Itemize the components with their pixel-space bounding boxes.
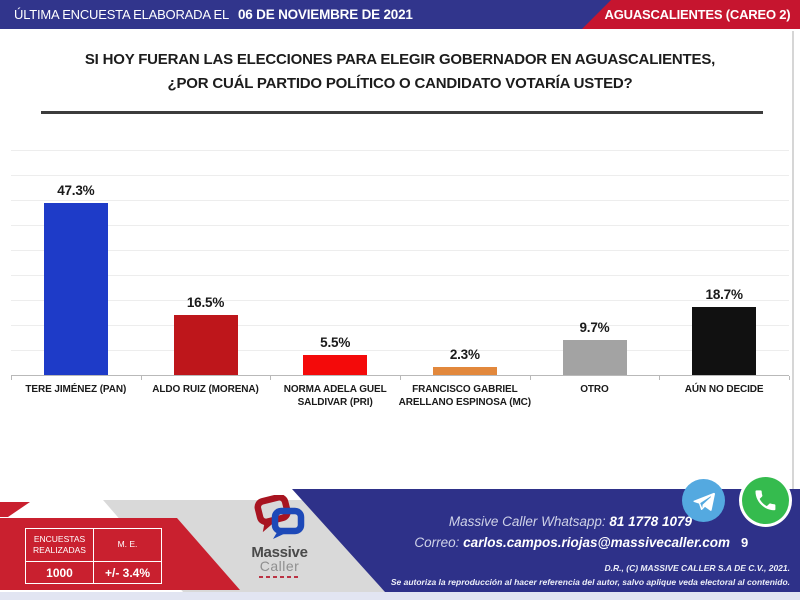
- axis-tick: [789, 376, 790, 380]
- bar-category-label: TERE JIMÉNEZ (PAN): [25, 384, 127, 395]
- bar-category-label: ALDO RUIZ (MORENA): [152, 384, 259, 395]
- gridline: [11, 225, 789, 226]
- logo-tagline: [258, 576, 301, 578]
- gridline: [11, 200, 789, 201]
- massive-caller-logo: Massive Caller: [232, 495, 327, 578]
- telegram-icon[interactable]: [682, 479, 725, 522]
- logo-text-caller: Caller: [259, 558, 300, 574]
- header-state-label: AGUASCALIENTES (CAREO 2): [604, 7, 791, 22]
- gridline: [11, 175, 789, 176]
- bar-category-label: AÚN NO DECIDE: [684, 384, 764, 395]
- footer-email-label: Correo:: [414, 535, 460, 550]
- header-bar: ÚLTIMA ENCUESTA ELABORADA EL 06 DE NOVIE…: [0, 0, 800, 29]
- page-edge-line: [792, 31, 794, 592]
- header-survey-date: ÚLTIMA ENCUESTA ELABORADA EL 06 DE NOVIE…: [14, 0, 413, 29]
- axis-tick: [529, 376, 531, 380]
- massive-caller-logo-icon: [254, 495, 304, 539]
- bar: [562, 340, 627, 375]
- axis-tick: [400, 376, 401, 380]
- gridline: [11, 325, 789, 326]
- footer-red-sliver: [0, 502, 30, 517]
- bar-value-label: 2.3%: [449, 347, 480, 362]
- whatsapp-icon[interactable]: [739, 474, 792, 527]
- bar: [303, 355, 368, 375]
- footer-copyright: D.R., (C) MASSIVE CALLER S.A DE C.V., 20…: [604, 563, 790, 573]
- sample-stats-table: ENCUESTAS REALIZADAS M. E. 1000 +/- 3.4%: [25, 528, 162, 584]
- footer-whatsapp-line: Massive Caller Whatsapp: 81 1778 1079: [449, 514, 692, 529]
- gridline: [11, 150, 789, 151]
- footer-whatsapp-label: Massive Caller Whatsapp:: [448, 514, 606, 529]
- gridline: [11, 300, 789, 301]
- bar-value-label: 16.5%: [186, 295, 225, 310]
- bar: [692, 307, 757, 375]
- footer-whatsapp-number: 81 1778 1079: [609, 514, 692, 529]
- x-axis-baseline: [11, 375, 789, 376]
- stats-header-margin: M. E.: [94, 529, 161, 562]
- telegram-plane-glyph: [692, 492, 715, 511]
- logo-text-massive: Massive: [251, 544, 308, 561]
- bar-chart: 47.3% TERE JIMÉNEZ (PAN) 16.5% ALDO RUIZ (M…: [0, 130, 800, 415]
- axis-tick: [11, 376, 12, 380]
- bar-category-label: FRANCISCO GABRIEL ARELLANO ESPINOSA (MC): [398, 384, 532, 408]
- whatsapp-icon-inner: [742, 477, 789, 524]
- bar: [432, 367, 497, 375]
- bar-category-label: OTRO: [580, 384, 609, 395]
- header-survey-date-value: 06 DE NOVIEMBRE DE 2021: [238, 7, 413, 22]
- bar: [43, 203, 108, 375]
- bar-category-label: NORMA ADELA GUEL SALDIVAR (PRI): [283, 384, 387, 408]
- bar-value-label: 9.7%: [579, 320, 610, 335]
- header-red-section: [582, 0, 800, 29]
- question-title: SI HOY FUERAN LAS ELECCIONES PARA ELEGIR…: [60, 48, 740, 96]
- footer-disclaimer: Se autoriza la reproducción al hacer ref…: [390, 577, 790, 587]
- whatsapp-phone-glyph: [755, 490, 776, 511]
- footer-email-value: carlos.campos.riojas@massivecaller.com: [463, 535, 730, 550]
- bottom-edge-strip: [0, 592, 800, 600]
- axis-tick: [659, 376, 661, 380]
- bar-value-label: 5.5%: [320, 335, 351, 350]
- footer-email-line: Correo: carlos.campos.riojas@massivecall…: [414, 535, 730, 550]
- gridline: [11, 275, 789, 276]
- axis-tick: [270, 376, 272, 380]
- header-survey-date-label: ÚLTIMA ENCUESTA ELABORADA EL: [14, 7, 229, 22]
- axis-tick: [140, 376, 142, 380]
- stats-value-surveys: 1000: [26, 562, 94, 583]
- title-divider: [41, 111, 763, 114]
- bar: [173, 315, 238, 375]
- gridline: [11, 350, 789, 351]
- gridline: [11, 250, 789, 251]
- stats-value-margin: +/- 3.4%: [104, 565, 151, 580]
- question-line-2: ¿POR CUÁL PARTIDO POLÍTICO O CANDIDATO V…: [167, 75, 633, 92]
- page-number: 9: [741, 535, 749, 550]
- question-line-1: SI HOY FUERAN LAS ELECCIONES PARA ELEGIR…: [84, 51, 716, 68]
- stats-header-surveys: ENCUESTAS REALIZADAS: [26, 529, 94, 562]
- bar-value-label: 47.3%: [57, 183, 95, 198]
- bar-value-label: 18.7%: [705, 287, 743, 302]
